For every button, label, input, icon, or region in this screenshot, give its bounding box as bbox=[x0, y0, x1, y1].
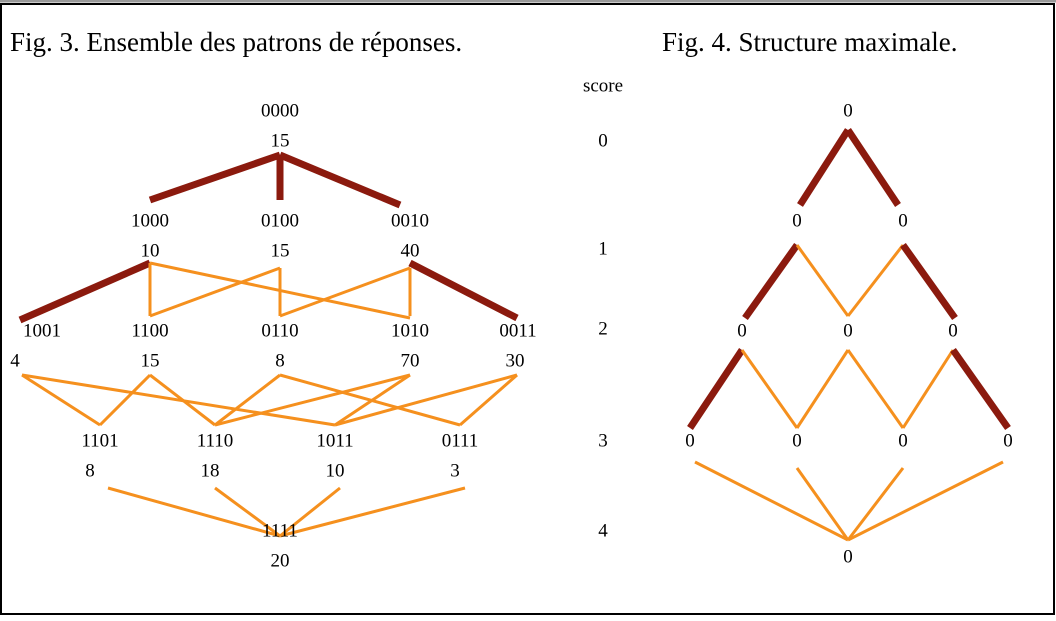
node-count: 15 bbox=[141, 350, 160, 371]
edge bbox=[687, 348, 745, 430]
node-count: 8 bbox=[85, 460, 95, 481]
node-label: 1101 bbox=[81, 430, 118, 451]
node-count: 4 bbox=[10, 350, 20, 371]
node-label: 0100 bbox=[261, 210, 299, 231]
node-label: 1100 bbox=[131, 320, 168, 341]
node: 0 bbox=[898, 430, 908, 451]
node-label: 0111 bbox=[442, 430, 479, 451]
score-value: 2 bbox=[598, 318, 608, 339]
node: 0 bbox=[843, 320, 853, 341]
edge bbox=[149, 266, 281, 318]
node-label: 0010 bbox=[391, 210, 429, 231]
node-label: 1000 bbox=[131, 210, 169, 231]
node-count: 15 bbox=[271, 240, 290, 261]
edge bbox=[279, 266, 411, 318]
node: 0 bbox=[685, 430, 695, 451]
edge bbox=[148, 151, 282, 204]
edge bbox=[98, 373, 152, 427]
edge bbox=[279, 486, 466, 538]
frame bbox=[0, 3, 1055, 615]
node-label: 0000 bbox=[261, 100, 299, 121]
edge bbox=[107, 486, 281, 538]
edge bbox=[847, 460, 1004, 542]
fig4-title: Fig. 4. Structure maximale. bbox=[662, 27, 957, 57]
node: 0 bbox=[898, 210, 908, 231]
edge bbox=[846, 349, 905, 429]
node: 0 bbox=[843, 546, 853, 567]
edge bbox=[18, 259, 152, 324]
edge bbox=[845, 128, 901, 207]
edge bbox=[334, 373, 518, 427]
fig3-title: Fig. 3. Ensemble des patrons de réponses… bbox=[10, 27, 462, 57]
node-count: 15 bbox=[271, 130, 290, 151]
edge bbox=[797, 128, 851, 207]
node-count: 70 bbox=[401, 350, 420, 371]
edge bbox=[795, 244, 850, 317]
node-count: 10 bbox=[326, 460, 345, 481]
node-label: 1110 bbox=[197, 430, 234, 451]
node-count: 10 bbox=[141, 240, 160, 261]
score-header: score bbox=[583, 75, 623, 96]
edge bbox=[901, 349, 955, 429]
node: 0 bbox=[948, 320, 958, 341]
score-value: 4 bbox=[598, 520, 608, 541]
edge bbox=[278, 151, 402, 209]
edge bbox=[214, 486, 281, 538]
node-count: 30 bbox=[506, 350, 525, 371]
edge bbox=[795, 349, 850, 429]
edge bbox=[900, 242, 958, 321]
edge bbox=[279, 373, 461, 427]
edge bbox=[408, 259, 519, 322]
node-label: 1011 bbox=[316, 430, 353, 451]
node: 0 bbox=[843, 100, 853, 121]
node-count: 20 bbox=[271, 550, 290, 571]
node-label: 1010 bbox=[391, 320, 429, 341]
edge bbox=[21, 373, 101, 427]
node: 0 bbox=[792, 210, 802, 231]
node-count: 8 bbox=[275, 350, 285, 371]
edge bbox=[21, 373, 336, 427]
edge bbox=[742, 242, 800, 321]
edge bbox=[214, 373, 281, 427]
edge bbox=[694, 460, 849, 542]
edges bbox=[18, 128, 1011, 542]
edge bbox=[740, 349, 799, 429]
node-label: 1111 bbox=[262, 520, 298, 541]
edge bbox=[214, 373, 411, 427]
score-value: 0 bbox=[598, 130, 608, 151]
node-label: 1001 bbox=[23, 320, 61, 341]
node: 0 bbox=[1003, 430, 1013, 451]
node-count: 3 bbox=[450, 460, 460, 481]
score-value: 3 bbox=[598, 430, 608, 451]
node: 0 bbox=[737, 320, 747, 341]
edge bbox=[459, 373, 518, 427]
node-count: 40 bbox=[401, 240, 420, 261]
node-label: 0011 bbox=[499, 320, 536, 341]
score-value: 1 bbox=[598, 238, 608, 259]
edge bbox=[846, 244, 905, 317]
node-label: 0110 bbox=[261, 320, 298, 341]
node: 0 bbox=[792, 430, 802, 451]
edge bbox=[795, 467, 850, 541]
node-count: 18 bbox=[201, 460, 220, 481]
edge bbox=[279, 486, 341, 538]
edge bbox=[950, 347, 1011, 431]
edge bbox=[846, 467, 905, 541]
